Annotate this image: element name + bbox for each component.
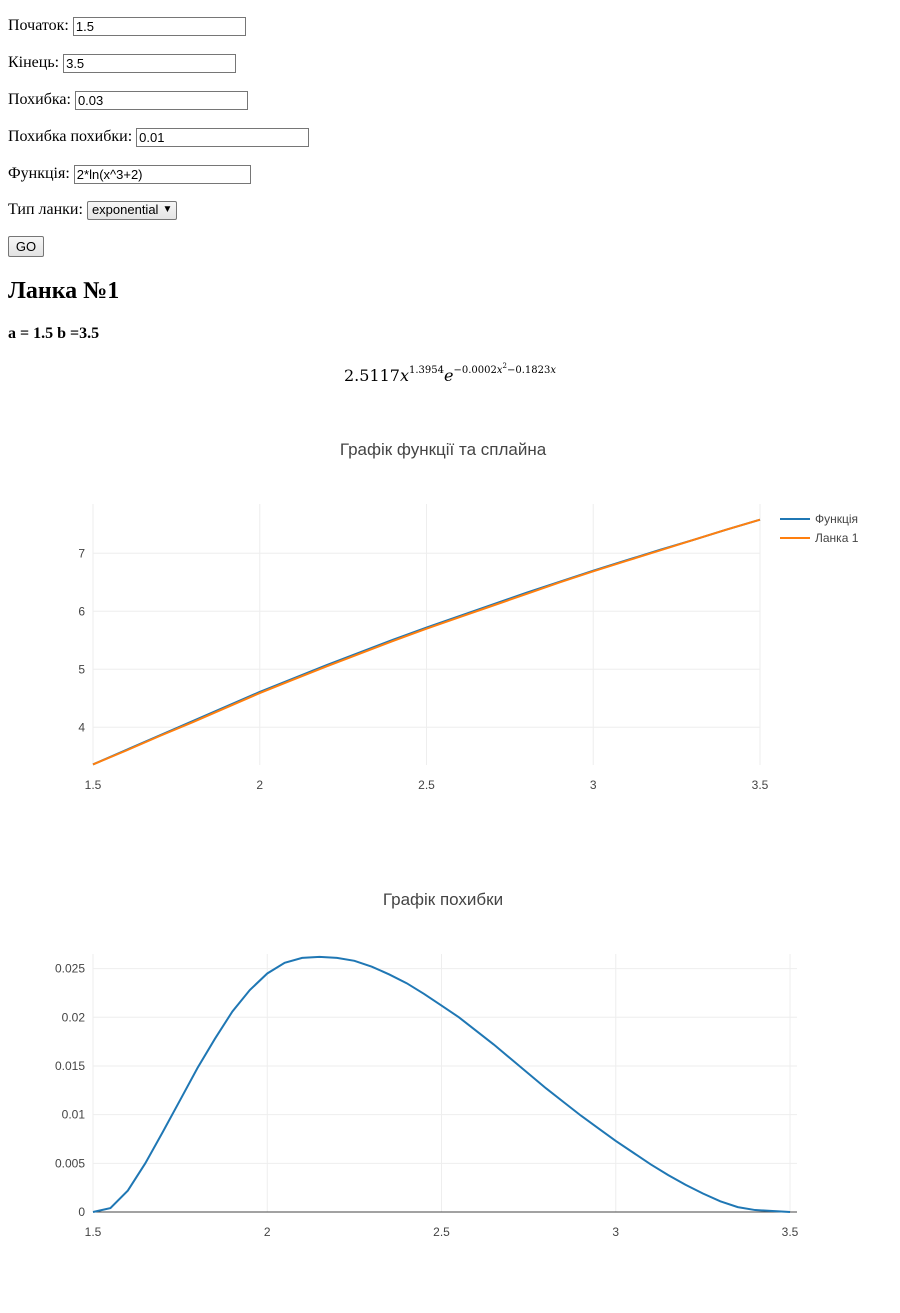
formula-exp-minus: −0.1823 <box>506 365 551 376</box>
chart-series <box>92 955 791 1213</box>
formula-exp-var2-power: 2 <box>502 362 507 370</box>
x-tick-label: 3 <box>590 778 597 792</box>
start-row: Початок: <box>8 16 246 36</box>
formula-exp-var1: x <box>550 365 556 376</box>
y-tick-label: 0.015 <box>55 1059 85 1073</box>
x-tick-label: 3.5 <box>782 1225 799 1239</box>
formula-coefficient: 2.5117 <box>344 366 400 385</box>
end-row: Кінець: <box>8 53 237 73</box>
legend-label: Функція <box>815 512 858 526</box>
y-tick-label: 0.02 <box>62 1010 86 1024</box>
y-tick-label: 0.005 <box>55 1156 85 1170</box>
x-tick-label: 2.5 <box>418 778 435 792</box>
link-type-selected-value: exponential <box>91 202 159 217</box>
y-tick-label: 6 <box>78 604 85 618</box>
error-of-error-input[interactable] <box>136 127 310 147</box>
x-axis-ticks: 1.5 2 2.5 3 3.5 <box>85 778 769 792</box>
error-of-error-row: Похибка похибки: <box>8 127 310 147</box>
x-tick-label: 2.5 <box>433 1225 450 1239</box>
formula-base-var: x <box>399 366 410 385</box>
chart-title: Графік функції та сплайна <box>340 440 547 459</box>
error-of-error-label: Похибка похибки: <box>8 128 133 145</box>
formula-exp-var2: x <box>496 365 503 376</box>
error-label: Похибка: <box>8 91 71 108</box>
y-tick-label: 4 <box>78 720 85 734</box>
y-tick-label: 5 <box>78 662 85 676</box>
end-input[interactable] <box>63 53 237 73</box>
formula-exp-neg: −0.0002 <box>453 365 497 376</box>
x-tick-label: 3.5 <box>752 778 769 792</box>
chart-grid <box>92 954 797 1213</box>
x-tick-label: 2 <box>264 1225 271 1239</box>
start-input[interactable] <box>72 16 246 36</box>
spline-formula: 2.5117x1.3954e−0.0002x2−0.1823x <box>0 362 900 385</box>
legend-item[interactable]: Функція <box>780 512 858 526</box>
formula-exp-base: e <box>444 366 454 385</box>
function-spline-chart[interactable]: Графік функції та сплайна 1.5 2 2.5 3 3.5 4 5… <box>0 420 900 840</box>
link-type-select[interactable]: exponential ▼ <box>86 200 178 220</box>
x-axis-ticks: 1.5 2 2.5 3 3.5 <box>85 1225 799 1239</box>
y-axis-ticks: 0 0.005 0.01 0.015 0.02 0.025 <box>55 962 85 1219</box>
legend-label: Ланка 1 <box>815 531 859 545</box>
chart-series <box>92 518 761 766</box>
formula-exponent: −0.0002x2−0.1823x <box>453 362 556 376</box>
function-input[interactable] <box>73 164 251 184</box>
function-label: Функція: <box>8 165 70 182</box>
link-type-label: Тип ланки: <box>8 201 83 218</box>
y-tick-label: 0.01 <box>62 1108 86 1122</box>
go-button[interactable]: GO <box>8 236 44 257</box>
chart-legend[interactable]: Функція Ланка 1 <box>780 512 859 545</box>
y-axis-ticks: 4 5 6 7 <box>78 546 85 734</box>
end-label: Кінець: <box>8 54 60 71</box>
error-row: Похибка: <box>8 90 248 110</box>
function-row: Функція: <box>8 164 251 184</box>
x-tick-label: 3 <box>612 1225 619 1239</box>
y-tick-label: 7 <box>78 546 85 560</box>
error-input[interactable] <box>74 90 248 110</box>
legend-item[interactable]: Ланка 1 <box>780 531 859 545</box>
series-line-2 <box>92 518 761 766</box>
error-chart[interactable]: Графік похибки 1.5 2 2.5 3 3.5 0 0.005 0.01 0.0… <box>0 870 900 1290</box>
x-tick-label: 1.5 <box>85 1225 102 1239</box>
x-tick-label: 1.5 <box>85 778 102 792</box>
dropdown-arrow-icon: ▼ <box>162 204 173 215</box>
chart-title: Графік похибки <box>383 890 503 909</box>
link-type-row: Тип ланки: exponential ▼ <box>8 200 178 220</box>
formula-power: 1.3954 <box>409 365 445 376</box>
interval-bounds: a = 1.5 b =3.5 <box>8 325 100 342</box>
section-title: Ланка №1 <box>8 278 120 304</box>
start-label: Початок: <box>8 17 69 34</box>
x-tick-label: 2 <box>256 778 263 792</box>
y-tick-label: 0.025 <box>55 962 85 976</box>
chart-grid <box>92 504 761 765</box>
series-line-1 <box>92 955 791 1213</box>
y-tick-label: 0 <box>78 1205 85 1219</box>
